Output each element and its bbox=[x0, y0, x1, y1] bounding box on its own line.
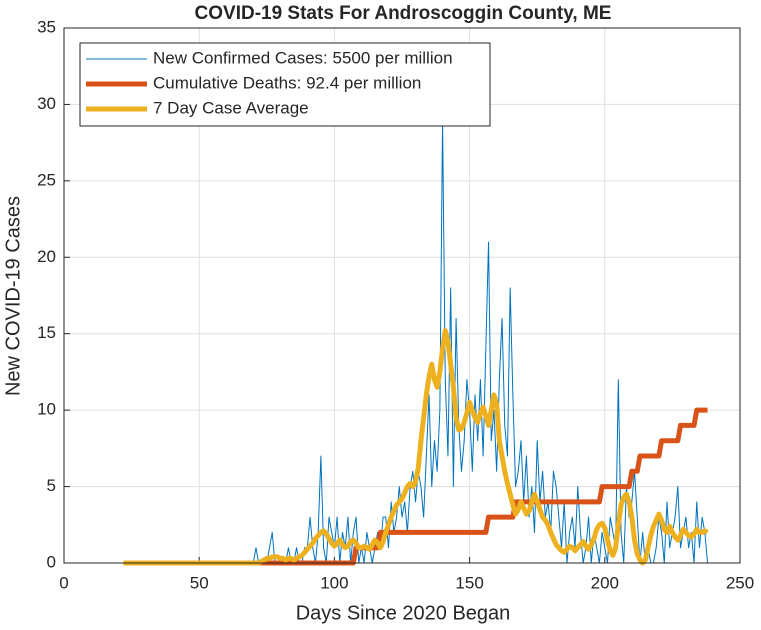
x-tick-label: 100 bbox=[320, 573, 348, 592]
x-tick-label: 50 bbox=[190, 573, 209, 592]
legend-label: Cumulative Deaths: 92.4 per million bbox=[153, 73, 421, 92]
x-tick-label: 250 bbox=[726, 573, 754, 592]
legend-box bbox=[79, 42, 491, 127]
y-tick-label: 5 bbox=[47, 476, 56, 495]
y-axis-label: New COVID-19 Cases bbox=[2, 196, 24, 396]
y-tick-label: 25 bbox=[37, 170, 56, 189]
legend-label: New Confirmed Cases: 5500 per million bbox=[153, 48, 453, 67]
y-tick-label: 20 bbox=[37, 247, 56, 266]
y-tick-label: 15 bbox=[37, 323, 56, 342]
x-tick-label: 0 bbox=[59, 573, 68, 592]
y-tick-label: 30 bbox=[37, 94, 56, 113]
chart-title: COVID-19 Stats For Androscoggin County, … bbox=[195, 3, 612, 24]
x-tick-label: 150 bbox=[455, 573, 483, 592]
legend-label: 7 Day Case Average bbox=[153, 98, 309, 117]
y-tick-label: 0 bbox=[47, 552, 56, 571]
axes-box bbox=[63, 27, 741, 564]
x-axis-label: Days Since 2020 Began bbox=[296, 602, 511, 624]
x-tick-label: 200 bbox=[591, 573, 619, 592]
y-tick-label: 35 bbox=[37, 17, 56, 36]
y-tick-label: 10 bbox=[37, 400, 56, 419]
